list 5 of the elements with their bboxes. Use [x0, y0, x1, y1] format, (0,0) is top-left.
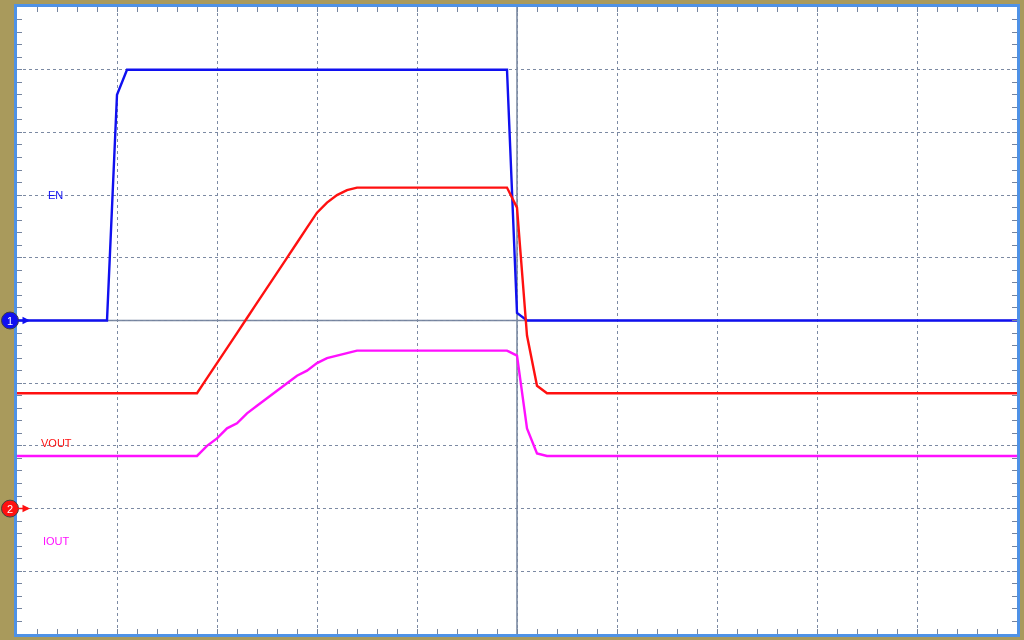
text: IOUT	[43, 535, 70, 547]
annotation: 1	[7, 315, 14, 327]
text: 2	[7, 503, 14, 515]
text: EN	[48, 189, 64, 201]
text: VOUT	[41, 437, 72, 449]
